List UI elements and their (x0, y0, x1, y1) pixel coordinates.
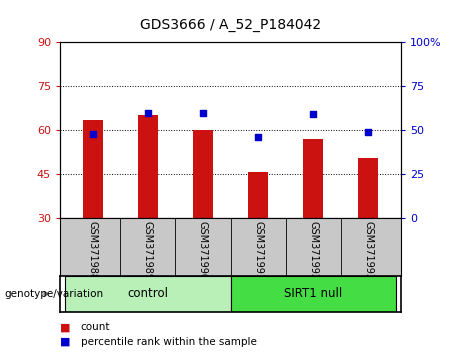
Text: genotype/variation: genotype/variation (5, 289, 104, 299)
Text: percentile rank within the sample: percentile rank within the sample (81, 337, 257, 347)
Bar (359, 158, 378, 218)
Text: GSM371993: GSM371993 (363, 221, 373, 280)
Text: GSM371989: GSM371989 (143, 221, 153, 280)
Text: GSM371991: GSM371991 (253, 221, 263, 280)
Bar (230, 276, 396, 312)
Text: GDS3666 / A_52_P184042: GDS3666 / A_52_P184042 (140, 18, 321, 32)
Text: ■: ■ (60, 337, 71, 347)
Text: GSM371988: GSM371988 (88, 221, 98, 280)
Bar (248, 172, 268, 218)
Bar (83, 120, 103, 218)
Point (309, 112, 317, 117)
Bar (303, 139, 323, 218)
Text: SIRT1 null: SIRT1 null (284, 287, 342, 300)
Point (144, 110, 152, 115)
Point (89, 131, 97, 136)
Text: ■: ■ (60, 322, 71, 332)
Text: GSM371990: GSM371990 (198, 221, 208, 280)
Bar (138, 115, 158, 218)
Point (364, 129, 372, 135)
Text: count: count (81, 322, 110, 332)
Point (254, 134, 262, 140)
Text: GSM371992: GSM371992 (308, 221, 318, 280)
Bar (193, 130, 213, 218)
Text: control: control (127, 287, 168, 300)
Bar (65, 276, 230, 312)
Point (199, 110, 207, 115)
